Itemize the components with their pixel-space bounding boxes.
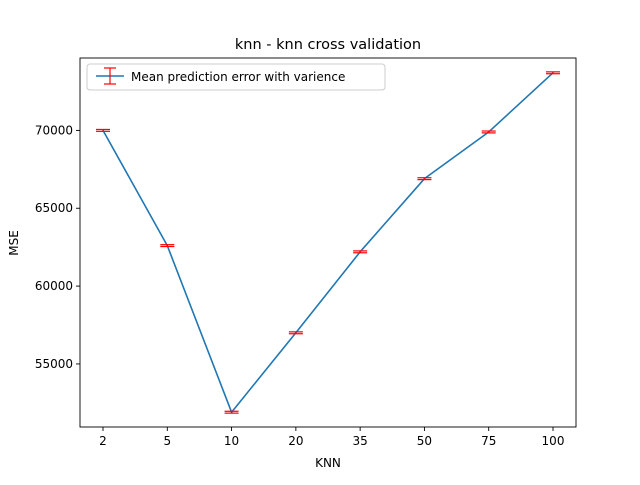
x-tick-label: 2 [99,434,107,448]
x-tick-label: 20 [288,434,303,448]
y-tick-label: 55000 [35,357,73,371]
x-tick-label: 100 [542,434,565,448]
x-tick-label: 50 [417,434,432,448]
x-tick-label: 35 [353,434,368,448]
axes: 2 5 10 20 35 50 75 100 55000 60000 65000 70000 [35,57,577,448]
chart-title: knn - knn cross validation [235,37,421,53]
y-tick-label: 70000 [35,123,73,137]
y-tick-label: 65000 [35,201,73,215]
x-tick-label: 10 [224,434,239,448]
y-tick-label: 60000 [35,279,73,293]
legend-box [86,63,386,91]
legend-errorbar-marker [96,67,124,85]
legend-label: Mean prediction error with varience [131,70,345,84]
y-axis-label: MSE [7,230,21,256]
plot-area [96,71,560,414]
legend: Mean prediction error with varience [86,63,386,91]
x-tick-label: 5 [163,434,171,448]
axes-frame [79,57,577,428]
x-axis-label: KNN [315,456,341,470]
x-tick-label: 75 [481,434,496,448]
series-line [102,72,554,414]
